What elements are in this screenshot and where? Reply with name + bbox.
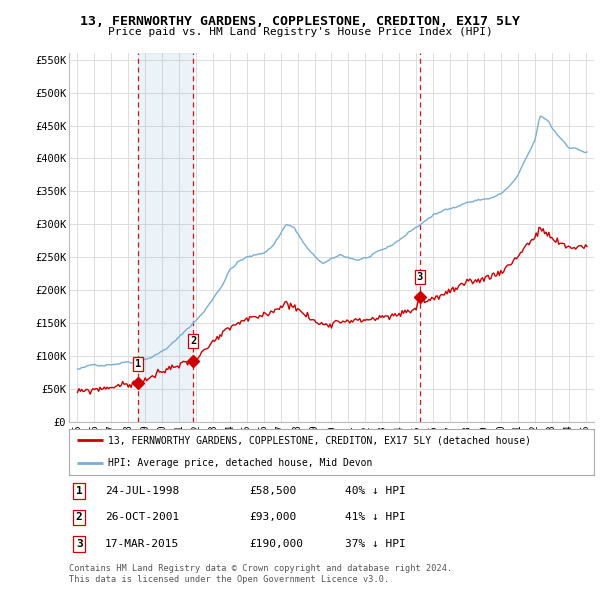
Text: 3: 3 [76, 539, 83, 549]
Text: 13, FERNWORTHY GARDENS, COPPLESTONE, CREDITON, EX17 5LY: 13, FERNWORTHY GARDENS, COPPLESTONE, CRE… [80, 15, 520, 28]
Text: 3: 3 [416, 272, 423, 282]
Text: Contains HM Land Registry data © Crown copyright and database right 2024.: Contains HM Land Registry data © Crown c… [69, 565, 452, 573]
Text: 24-JUL-1998: 24-JUL-1998 [105, 486, 179, 496]
Text: £190,000: £190,000 [249, 539, 303, 549]
Text: Price paid vs. HM Land Registry's House Price Index (HPI): Price paid vs. HM Land Registry's House … [107, 27, 493, 37]
Text: £58,500: £58,500 [249, 486, 296, 496]
Text: 1: 1 [134, 359, 141, 369]
Text: 41% ↓ HPI: 41% ↓ HPI [345, 513, 406, 522]
Text: £93,000: £93,000 [249, 513, 296, 522]
Text: 37% ↓ HPI: 37% ↓ HPI [345, 539, 406, 549]
Text: 26-OCT-2001: 26-OCT-2001 [105, 513, 179, 522]
Text: HPI: Average price, detached house, Mid Devon: HPI: Average price, detached house, Mid … [109, 458, 373, 468]
Text: 17-MAR-2015: 17-MAR-2015 [105, 539, 179, 549]
Bar [138, 53, 193, 422]
Text: This data is licensed under the Open Government Licence v3.0.: This data is licensed under the Open Gov… [69, 575, 389, 584]
Text: 1: 1 [76, 486, 83, 496]
Text: 2: 2 [76, 513, 83, 522]
Text: 13, FERNWORTHY GARDENS, COPPLESTONE, CREDITON, EX17 5LY (detached house): 13, FERNWORTHY GARDENS, COPPLESTONE, CRE… [109, 435, 532, 445]
Text: 40% ↓ HPI: 40% ↓ HPI [345, 486, 406, 496]
Text: 2: 2 [190, 336, 196, 346]
